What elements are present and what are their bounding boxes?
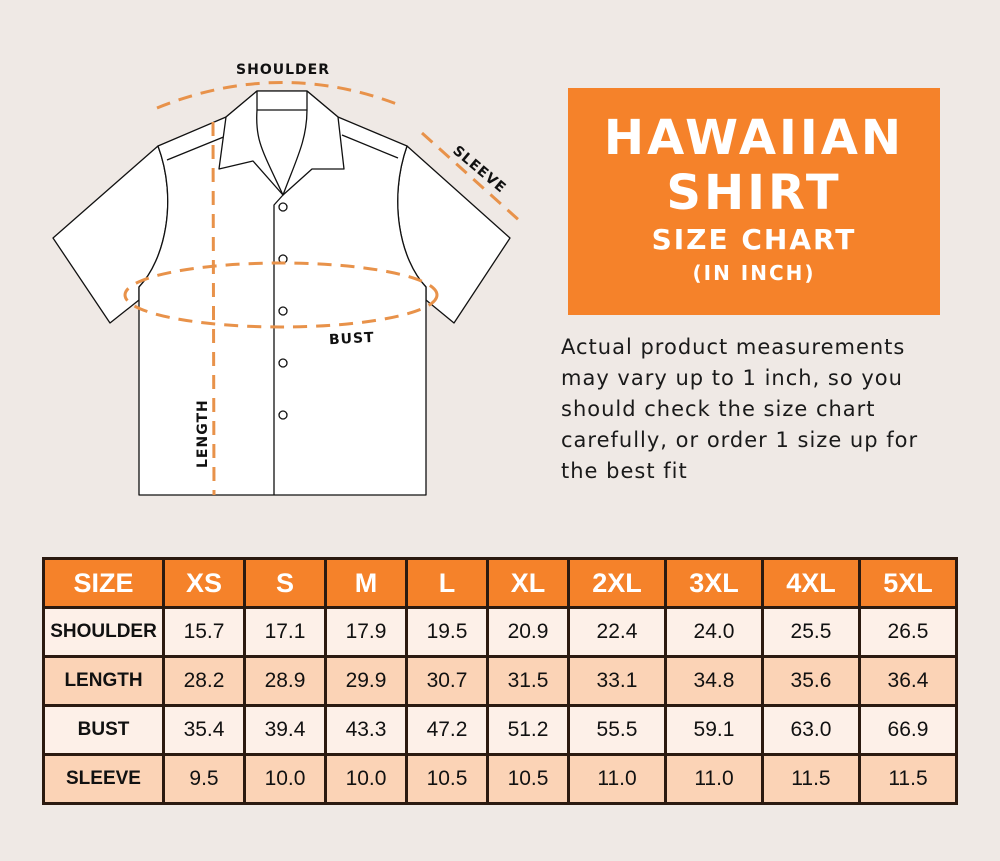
table-cell: 51.2 [486, 704, 570, 756]
column-header: S [243, 557, 327, 609]
table-row: BUST 35.4 39.4 43.3 47.2 51.2 55.5 59.1 63.0 66.9 [42, 704, 959, 756]
table-cell: 34.8 [663, 655, 764, 707]
column-header: 4XL [760, 557, 861, 609]
table-cell: 17.1 [243, 606, 327, 658]
table-cell: 59.1 [663, 704, 764, 756]
column-header: L [405, 557, 489, 609]
table-cell: 20.9 [486, 606, 570, 658]
title-subtitle: SIZE CHART [651, 223, 857, 256]
bust-measure-line [123, 261, 439, 329]
measurement-note: Actual product measurements may vary up … [561, 335, 919, 483]
table-cell: 47.2 [405, 704, 489, 756]
table-cell: 15.7 [162, 606, 246, 658]
column-header: 3XL [663, 557, 764, 609]
title-line-1: HAWAIIAN [603, 110, 905, 166]
table-cell: 24.0 [663, 606, 764, 658]
table-cell: 22.4 [567, 606, 667, 658]
row-label: BUST [42, 704, 165, 756]
table-header-row: SIZE XS S M L XL 2XL 3XL 4XL 5XL [42, 557, 959, 609]
column-header: M [324, 557, 408, 609]
table-cell: 11.5 [857, 753, 959, 805]
table-cell: 10.0 [243, 753, 327, 805]
table-cell: 31.5 [486, 655, 570, 707]
table-cell: 63.0 [760, 704, 861, 756]
table-cell: 66.9 [857, 704, 959, 756]
table-cell: 35.6 [760, 655, 861, 707]
table-cell: 11.0 [567, 753, 667, 805]
table-cell: 28.9 [243, 655, 327, 707]
bust-label: BUST [329, 330, 375, 348]
title-box: HAWAIIAN SHIRT SIZE CHART (IN INCH) [568, 88, 940, 315]
table-row: SHOULDER 15.7 17.1 17.9 19.5 20.9 22.4 24.0 25.5… [42, 606, 959, 658]
length-label: LENGTH [195, 399, 211, 468]
column-header: 5XL [857, 557, 959, 609]
column-header: XS [162, 557, 246, 609]
table-cell: 19.5 [405, 606, 489, 658]
table-cell: 11.5 [760, 753, 861, 805]
shirt-body [138, 90, 427, 496]
title-unit: (IN INCH) [692, 261, 816, 285]
shoulder-label: SHOULDER [236, 62, 330, 78]
title-line-2: SHIRT [666, 165, 842, 221]
table-cell: 43.3 [324, 704, 408, 756]
table-cell: 33.1 [567, 655, 667, 707]
table-row: LENGTH 28.2 28.9 29.9 30.7 31.5 33.1 34.8 35.6 36… [42, 655, 959, 707]
row-label: SLEEVE [42, 753, 165, 805]
row-label: LENGTH [42, 655, 165, 707]
table-cell: 10.0 [324, 753, 408, 805]
table-cell: 55.5 [567, 704, 667, 756]
table-cell: 10.5 [405, 753, 489, 805]
table-cell: 28.2 [162, 655, 246, 707]
shirt-diagram: SHOULDER SLEEVE BUST LENGTH [52, 62, 523, 496]
table-cell: 26.5 [857, 606, 959, 658]
column-header: SIZE [42, 557, 165, 609]
buttons [278, 202, 288, 420]
column-header: XL [486, 557, 570, 609]
size-chart-table: SIZE XS S M L XL 2XL 3XL 4XL 5XL SHOULDER 15.7 17.1… [42, 557, 959, 805]
shoulder-measure-line [156, 81, 403, 110]
table-cell: 29.9 [324, 655, 408, 707]
table-cell: 11.0 [663, 753, 764, 805]
table-cell: 9.5 [162, 753, 246, 805]
length-measure-line [211, 121, 216, 496]
table-cell: 30.7 [405, 655, 489, 707]
table-cell: 39.4 [243, 704, 327, 756]
table-cell: 25.5 [760, 606, 861, 658]
row-label: SHOULDER [42, 606, 165, 658]
table-cell: 17.9 [324, 606, 408, 658]
collar [218, 90, 345, 196]
table-cell: 35.4 [162, 704, 246, 756]
sleeve-label: SLEEVE [449, 143, 509, 197]
table-cell: 10.5 [486, 753, 570, 805]
column-header: 2XL [567, 557, 667, 609]
table-row: SLEEVE 9.5 10.0 10.0 10.5 10.5 11.0 11.0 11.5 11.… [42, 753, 959, 805]
table-cell: 36.4 [857, 655, 959, 707]
